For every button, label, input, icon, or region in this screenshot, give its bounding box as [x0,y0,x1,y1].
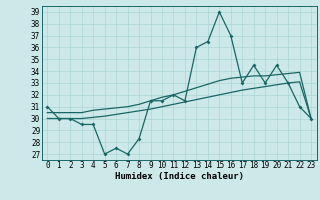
X-axis label: Humidex (Indice chaleur): Humidex (Indice chaleur) [115,172,244,181]
